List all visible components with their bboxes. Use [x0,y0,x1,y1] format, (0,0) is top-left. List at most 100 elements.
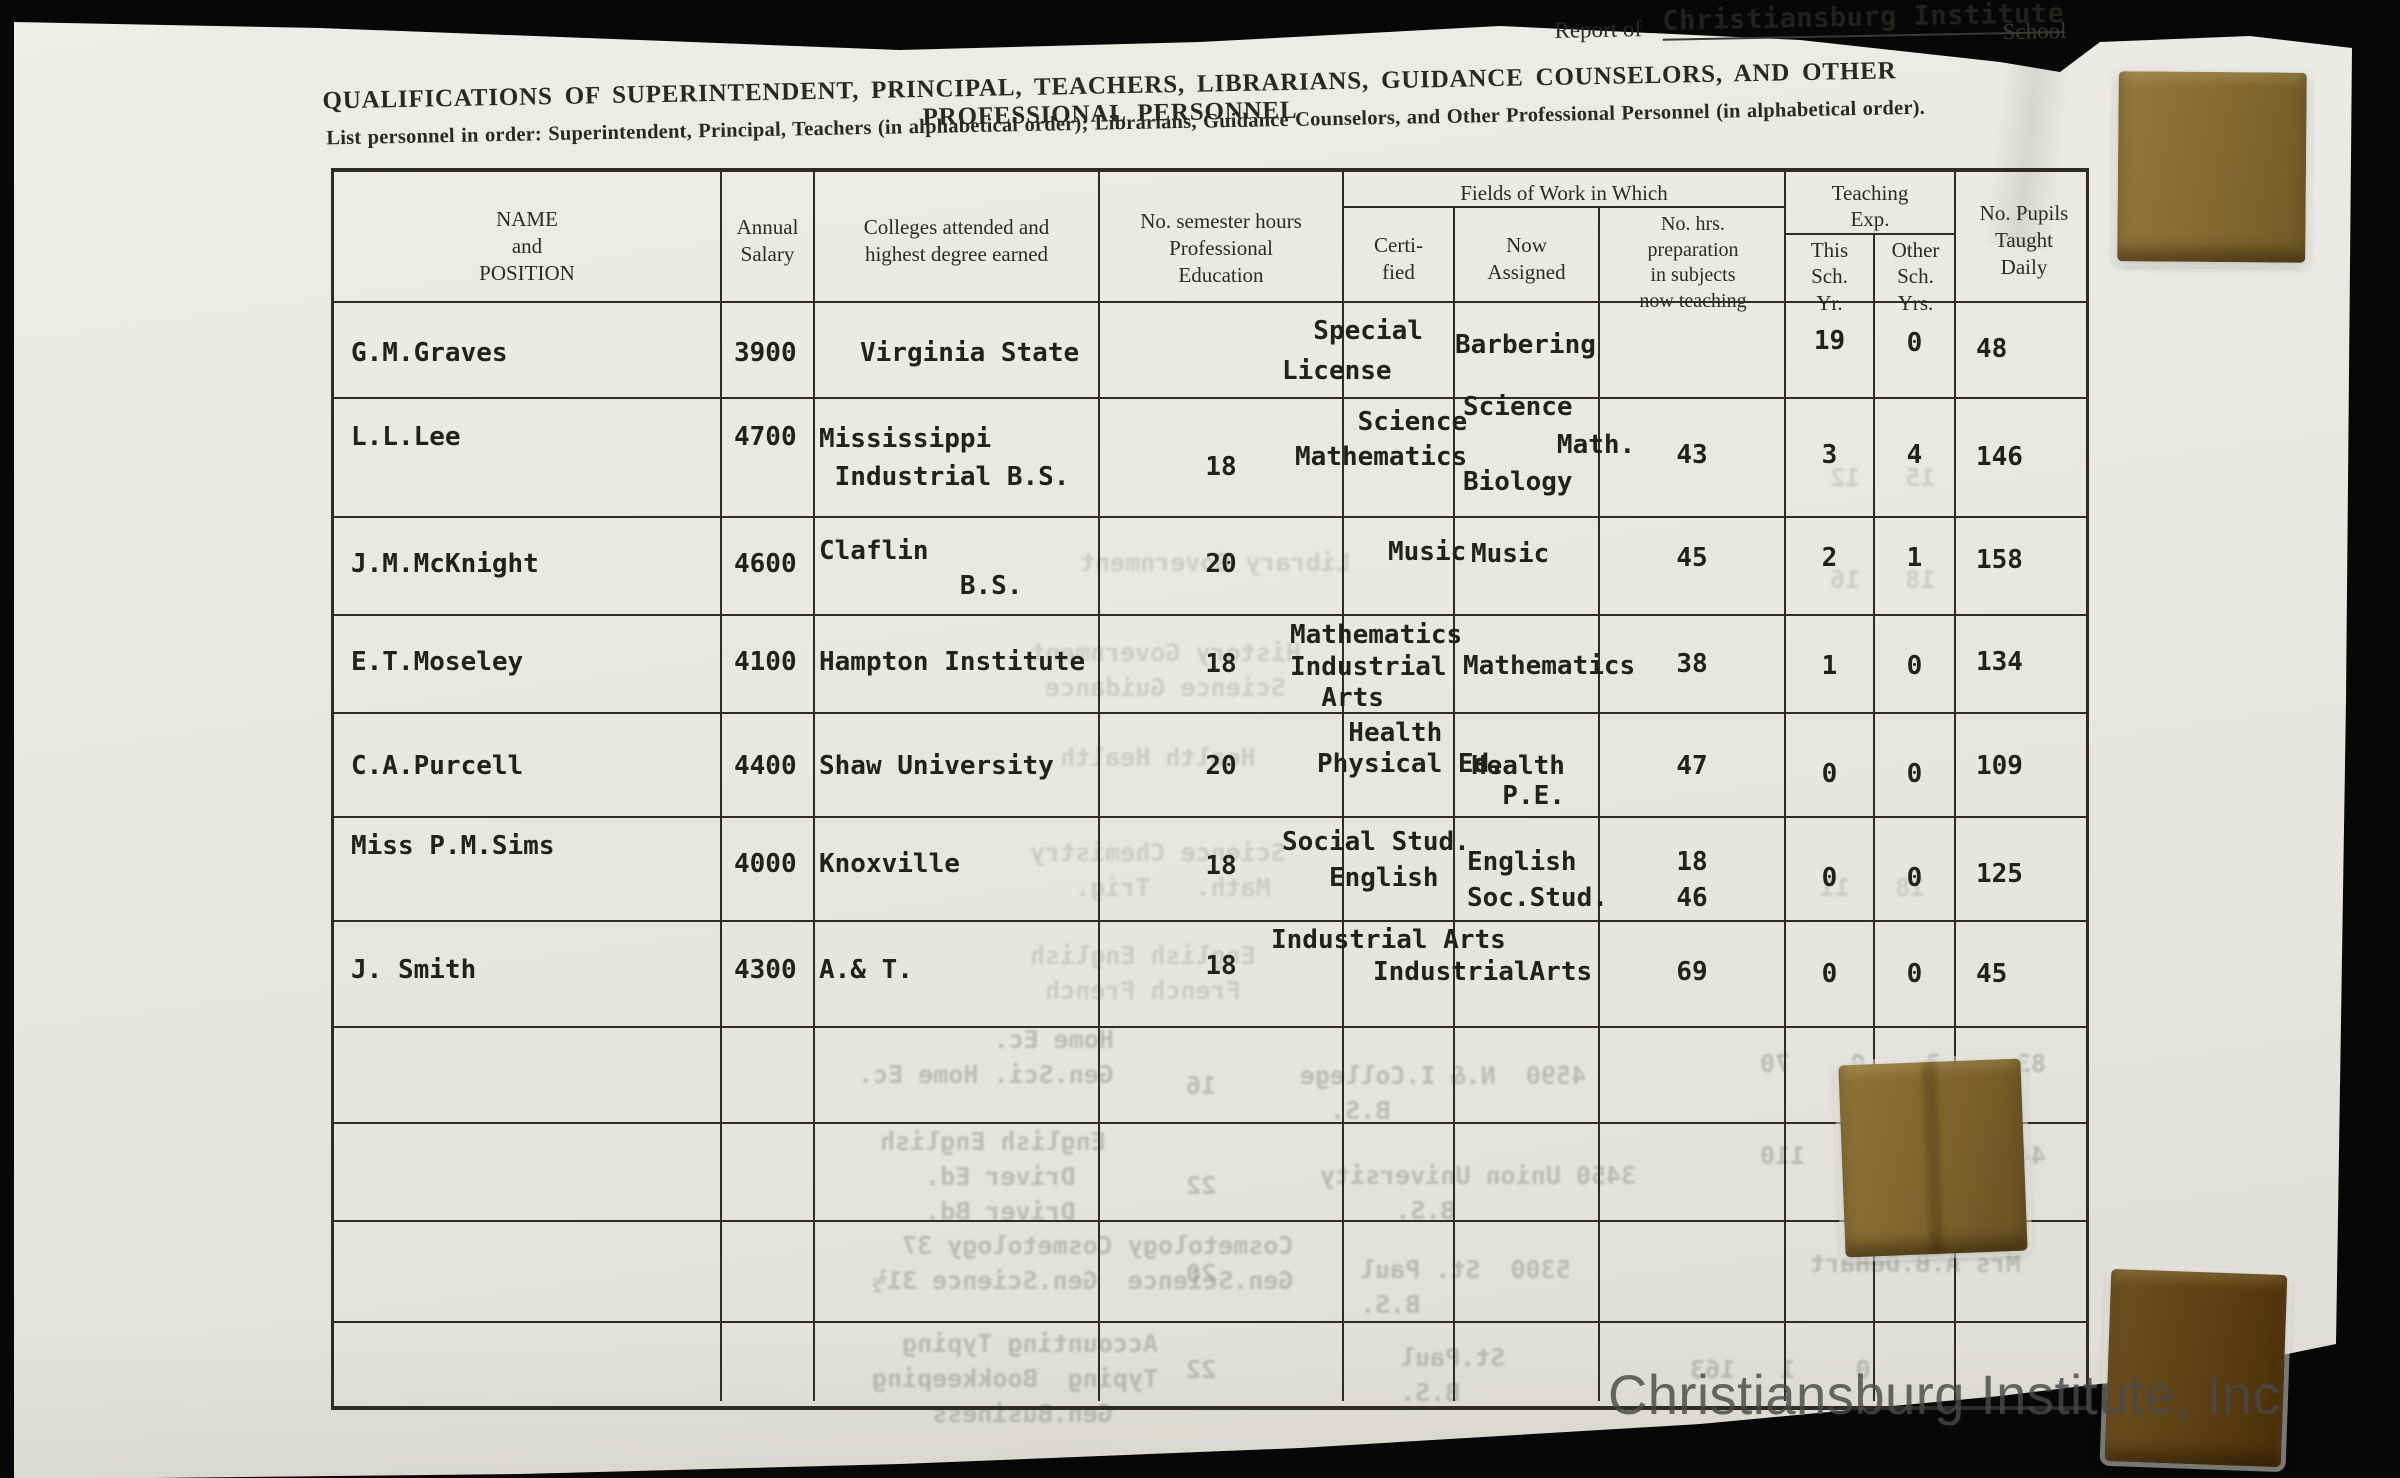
table-cell-semester_hours: 18 [1100,616,1344,712]
table-cell-prep_hours: 38 [1600,616,1786,712]
table-cell-college: Hampton Institute [815,616,1100,712]
table-cell-empty [815,1124,1100,1220]
teaching-exp-label: Teaching Exp. [1786,172,1954,235]
table-cell-prep_hours [1600,303,1786,397]
table-cell-empty [1786,1323,1875,1401]
table-cell-empty [815,1323,1100,1401]
table-cell-now_assigned: Health P.E. [1455,714,1600,816]
table-row: L.L.Lee 4700 Mississippi Industrial B.S. 18… [334,392,2086,518]
table-cell-empty [1455,1323,1600,1401]
table-cell-prep_hours: 43 [1600,399,1786,516]
table-cell-empty [1600,1222,1786,1321]
table-cell-empty [1600,1028,1786,1122]
table-cell-exp_this_school_yr: 0 [1786,922,1875,1026]
table-cell-now_assigned: Music [1455,518,1600,614]
table-cell-exp_other_school_yrs: 0 [1875,616,1956,712]
table-row-empty [334,1124,2086,1222]
table-cell-empty [815,1028,1100,1122]
table-cell-exp_this_school_yr: 19 [1786,303,1875,397]
table-cell-empty [334,1124,722,1220]
table-cell-exp_other_school_yrs: 0 [1875,922,1956,1026]
header-pupils-daily: No. Pupils Taught Daily [1979,201,2069,279]
header-other-school-years: Other Sch. Yrs. [1891,237,1940,316]
table-cell-empty [1344,1124,1455,1220]
table-cell-empty [334,1028,722,1122]
table-cell-semester_hours [1100,303,1344,397]
table-cell-certified_in: Industrial Arts [1271,922,1506,1026]
table-cell-semester_hours: 20 [1100,518,1344,614]
table-cell-name: C.A.Purcell [334,714,722,816]
table-cell-empty [1344,1028,1455,1122]
table-cell-empty [1455,1028,1600,1122]
table-cell-exp_this_school_yr: 3 [1786,399,1875,516]
table-cell-salary: 4400 [722,714,815,816]
table-cell-semester_hours: 18 [1100,818,1344,920]
header-this-school-year: This Sch. Yr. [1786,234,1875,318]
table-cell-name: L.L.Lee [334,399,722,516]
table-cell-empty [334,1222,722,1321]
table-cell-exp_this_school_yr: 1 [1786,616,1875,712]
table-row: G.M.Graves 3900 Virginia State Special Lic… [334,303,2086,399]
header-group-fields-of-work: Fields of Work in Which Certi- fied Now … [1344,172,1786,315]
table-cell-now_assigned: Mathematics [1455,616,1635,712]
table-cell-now_assigned: IndustrialArts [1373,922,1600,1026]
table-cell-salary: 4000 [722,818,815,920]
header-colleges: Colleges attended and highest degree ear… [815,172,1100,301]
table-cell-empty [1100,1222,1344,1321]
header-name-position: NAME and POSITION [334,172,722,301]
table-cell-exp_other_school_yrs: 0 [1875,303,1956,397]
table-cell-empty [1600,1124,1786,1220]
table-row: J. Smith 4300 A.& T. 18 Industrial Arts Indus… [334,922,2086,1028]
table-cell-pupils_daily: 45 [1976,959,2008,989]
table-cell-pupils_daily: 125 [1976,859,2023,889]
table-cell-pupils_daily: 109 [1976,751,2023,781]
table-cell-exp_other_school_yrs: 0 [1875,714,1956,816]
table-cell-exp_other_school_yrs: 1 [1875,518,1956,614]
table-row: Miss P.M.Sims 4000 Knoxville 18 Social Stud.… [334,818,2086,922]
table-cell-empty [722,1222,815,1321]
table-cell-name: J. Smith [334,922,722,1026]
watermark-text: Christiansburg Institute, Inc [1608,1363,2281,1426]
table-cell-name: G.M.Graves [334,303,722,397]
table-cell-prep_hours: 47 [1600,714,1786,816]
table-row-empty [334,1222,2086,1323]
header-prep-hours: No. hrs. preparation in subjects now tea… [1639,213,1747,313]
table-cell-certified_in: Social Stud. English [1282,818,1470,920]
fields-of-work-label: Fields of Work in Which [1344,172,1784,209]
table-cell-now_assigned: Science Math. Biology [1455,392,1635,516]
table-cell-semester_hours: 18 [1100,399,1344,516]
table-cell-certified_in: Music [1344,518,1466,614]
table-cell-semester_hours: 18 [1100,922,1344,1026]
table-cell-salary: 4700 [722,399,815,516]
table-cell-empty [1100,1124,1344,1220]
table-cell-college: Knoxville [815,818,1100,920]
table-cell-name: J.M.McKnight [334,518,722,614]
header-now-assigned: Now Assigned [1455,208,1600,315]
brass-magnet-middle-right [1838,1058,2028,1258]
table-cell-college: Mississippi Industrial B.S. [815,399,1100,516]
table-cell-college: Shaw University [815,714,1100,816]
table-cell-empty [1875,1222,1956,1321]
table-cell-exp_this_school_yr: 2 [1786,518,1875,614]
table-cell-certified_in: Special License [1282,303,1455,397]
table-cell-exp_this_school_yr: 0 [1786,818,1875,920]
header-group-teaching-exp: Teaching Exp. This Sch. Yr. Other Sch. Y… [1786,172,1956,318]
table-cell-prep_hours: 18 46 [1600,818,1786,920]
table-cell-empty [1875,1323,1956,1401]
table-cell-college: Claflin B.S. [815,518,1100,614]
table-cell-empty [1344,1323,1455,1401]
table-cell-empty [1455,1222,1600,1321]
table-cell-name: Miss P.M.Sims [334,818,722,920]
table-cell-now_assigned: English Soc.Stud. [1455,818,1608,920]
table-cell-empty [1786,1222,1875,1321]
table-cell-pupils_daily: 48 [1976,334,2008,364]
table-cell-empty [334,1323,722,1401]
table-cell-now_assigned: Barbering [1455,303,1600,397]
table-cell-empty [1600,1323,1786,1401]
table-cell-empty [722,1323,815,1401]
qualifications-table: NAME and POSITION Annual Salary Colleges… [331,168,2089,1410]
table-row: J.M.McKnight 4600 Claflin B.S. 20 Music Music… [334,518,2086,616]
table-row-empty [334,1323,2086,1401]
table-cell-certified_in: Mathematics Industrial Arts [1290,616,1462,713]
table-cell-college: Virginia State [815,303,1100,397]
